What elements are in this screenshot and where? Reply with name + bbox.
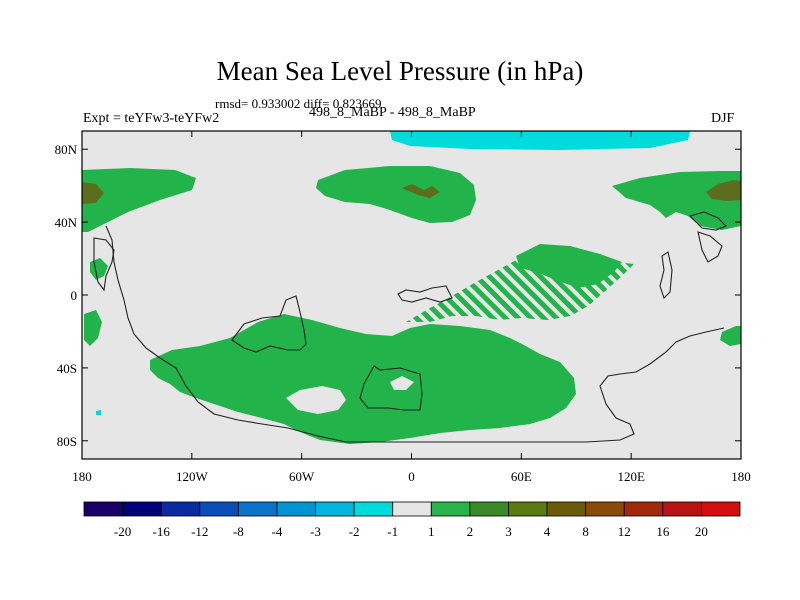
colorbar-swatch (83, 501, 123, 517)
region-south-gap-2 (390, 376, 414, 390)
colorbar-label: -16 (153, 524, 171, 539)
colorbar-label: 8 (582, 524, 589, 539)
colorbar-swatch (469, 501, 509, 517)
colorbar-swatch (508, 501, 548, 517)
colorbar-label: -4 (272, 524, 283, 539)
y-axis-ticks: 80N 40N 0 40S 80S (55, 142, 741, 449)
y-tick-label: 40S (57, 361, 77, 376)
y-tick-label: 40N (55, 215, 78, 230)
colorbar-label: 4 (544, 524, 551, 539)
region-small-negative (96, 410, 101, 415)
colorbar: -20 -16 -12 -8 -4 -3 -2 -1 1 2 3 4 8 12 16 20 (83, 501, 741, 539)
colorbar-label: -2 (349, 524, 360, 539)
colorbar-label: 20 (695, 524, 708, 539)
map-fields (82, 131, 741, 444)
colorbar-label: -1 (387, 524, 398, 539)
colorbar-swatch (623, 501, 664, 517)
coastlines (93, 211, 727, 443)
x-tick-label: 180 (72, 469, 92, 484)
region-north-pacific-east-core (706, 180, 741, 201)
colorbar-label: 3 (505, 524, 512, 539)
region-north-pacific-east (612, 171, 741, 230)
colorbar-swatch (122, 501, 162, 517)
colorbar-swatch (701, 501, 741, 517)
season-label: DJF (711, 111, 735, 126)
experiment-label: Expt = teYFw3-teYFw2 (83, 111, 220, 126)
chart-title: Mean Sea Level Pressure (in hPa) (216, 56, 584, 86)
region-indian-ocean (516, 244, 622, 288)
colorbar-swatch (662, 501, 702, 517)
x-tick-label: 120E (617, 469, 645, 484)
region-southern-ocean (150, 314, 576, 444)
colorbar-swatch (237, 501, 278, 517)
colorbar-swatch (585, 501, 625, 517)
region-east-patch (720, 326, 741, 346)
colorbar-swatch (315, 501, 355, 517)
y-tick-label: 80N (55, 142, 78, 157)
comparison-label: 498_8_MaBP - 498_8_MaBP (309, 105, 476, 120)
region-south-gap (286, 386, 346, 414)
colorbar-label: 2 (467, 524, 474, 539)
stats-text: rmsd= 0.933002 diff= 0.823669 (215, 96, 382, 111)
region-pacific-patch-1 (84, 310, 102, 346)
region-north-pacific-west (82, 168, 196, 232)
x-tick-label: 0 (408, 469, 415, 484)
colorbar-swatch (199, 501, 239, 517)
y-tick-label: 80S (57, 434, 77, 449)
colorbar-label: -20 (114, 524, 131, 539)
region-north-atlantic-core (402, 184, 440, 198)
colorbar-swatch (160, 501, 201, 517)
x-tick-label: 120W (176, 469, 209, 484)
x-axis-ticks: 180 120W 60W 0 60E 120E 180 (72, 131, 751, 484)
colorbar-label: -12 (191, 524, 208, 539)
region-north-atlantic (316, 166, 476, 223)
colorbar-swatch (276, 501, 316, 517)
x-tick-label: 60W (289, 469, 315, 484)
region-north-pacific-west-core (82, 182, 104, 204)
x-tick-label: 180 (731, 469, 751, 484)
colorbar-label: 1 (428, 524, 435, 539)
colorbar-label: -8 (233, 524, 244, 539)
y-tick-label: 0 (71, 288, 78, 303)
x-tick-label: 60E (511, 469, 532, 484)
colorbar-swatch (430, 501, 471, 517)
colorbar-label: 12 (618, 524, 631, 539)
colorbar-swatch (353, 501, 394, 517)
colorbar-swatch (546, 501, 587, 517)
colorbar-label: -3 (310, 524, 321, 539)
arctic-negative-region (390, 131, 690, 150)
colorbar-label: 16 (656, 524, 670, 539)
colorbar-swatch (392, 501, 432, 517)
